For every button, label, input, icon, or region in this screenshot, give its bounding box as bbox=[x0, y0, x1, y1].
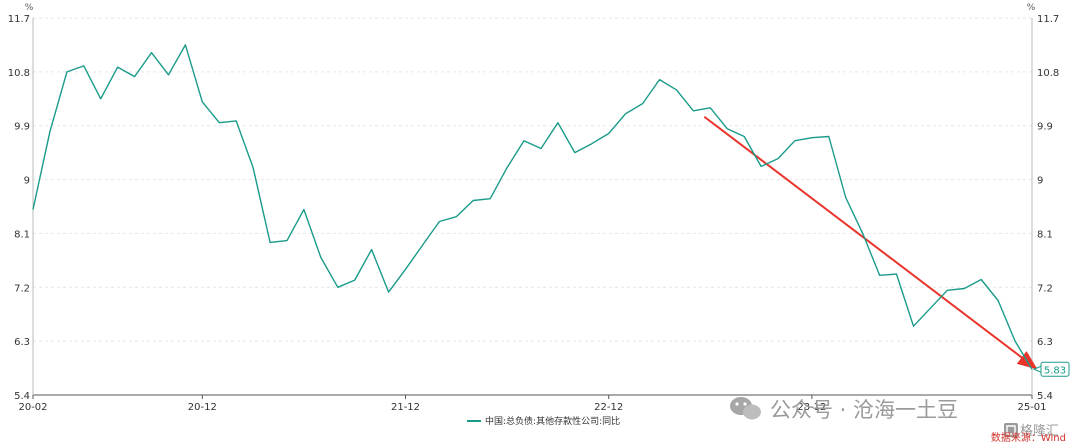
y-tick-label-right: 10.8 bbox=[1037, 68, 1059, 79]
x-tick-label: 20-02 bbox=[18, 402, 47, 413]
y-tick-label-left: 8.1 bbox=[14, 229, 30, 240]
y-tick-label-left: 10.8 bbox=[8, 68, 30, 79]
x-tick-label: 25-01 bbox=[1017, 402, 1046, 413]
watermark-badge: 格隆汇 bbox=[1020, 423, 1059, 439]
legend-label: 中国:总负债:其他存款性公司:同比 bbox=[485, 415, 620, 427]
x-tick-label: 22-12 bbox=[594, 402, 623, 413]
y-tick-label-left: 9.9 bbox=[14, 122, 30, 133]
callout-box bbox=[1040, 361, 1070, 377]
trend-arrow bbox=[703, 115, 1038, 370]
wechat-icon bbox=[730, 397, 761, 420]
y-tick-label-right: 11.7 bbox=[1037, 14, 1059, 25]
y-tick-label-right: 6.3 bbox=[1037, 337, 1053, 348]
gelonghui-logo-icon bbox=[1004, 423, 1018, 437]
y-tick-label-right: 9.9 bbox=[1037, 122, 1053, 133]
last-value-label: 5.83 bbox=[1044, 365, 1066, 376]
y-axis-right: 5.4 6.3 7.2 8.1 9 9.9 10.8 11.7 bbox=[1037, 14, 1059, 402]
end-value-callout: 5.83 bbox=[1032, 361, 1070, 377]
y-tick-label-right: 9 bbox=[1037, 176, 1043, 187]
y-tick-label-right: 8.1 bbox=[1037, 229, 1053, 240]
watermark-text: 公众号 · 沧海一土豆 bbox=[770, 398, 958, 422]
x-tick-label: 20-12 bbox=[188, 402, 217, 413]
y-axis-left: 5.4 6.3 7.2 8.1 9 9.9 10.8 11.7 bbox=[8, 14, 30, 402]
y-tick-label-right: 5.4 bbox=[1037, 391, 1053, 402]
y-tick-label-left: 5.4 bbox=[14, 391, 30, 402]
series-points bbox=[32, 44, 1033, 370]
watermark: 公众号 · 沧海一土豆 格隆汇 bbox=[730, 397, 1059, 439]
x-tick-label: 21-12 bbox=[391, 402, 420, 413]
data-source: 数据来源：Wind bbox=[991, 431, 1066, 444]
series-line bbox=[32, 44, 1033, 370]
y-tick-label-left: 11.7 bbox=[8, 14, 30, 25]
grid-lines bbox=[33, 17, 1032, 342]
y-tick-label-left: 9 bbox=[24, 176, 30, 187]
right-unit-label: % bbox=[1027, 3, 1036, 13]
y-tick-label-left: 6.3 bbox=[14, 337, 30, 348]
left-unit-label: % bbox=[25, 3, 34, 13]
y-tick-label-left: 7.2 bbox=[14, 283, 30, 294]
legend: 中国:总负债:其他存款性公司:同比 bbox=[467, 415, 620, 427]
x-axis: 20-02 20-12 21-12 22-12 23-12 25-01 bbox=[18, 395, 1047, 413]
y-tick-label-right: 7.2 bbox=[1037, 283, 1053, 294]
x-tick-label: 23-12 bbox=[797, 402, 826, 413]
